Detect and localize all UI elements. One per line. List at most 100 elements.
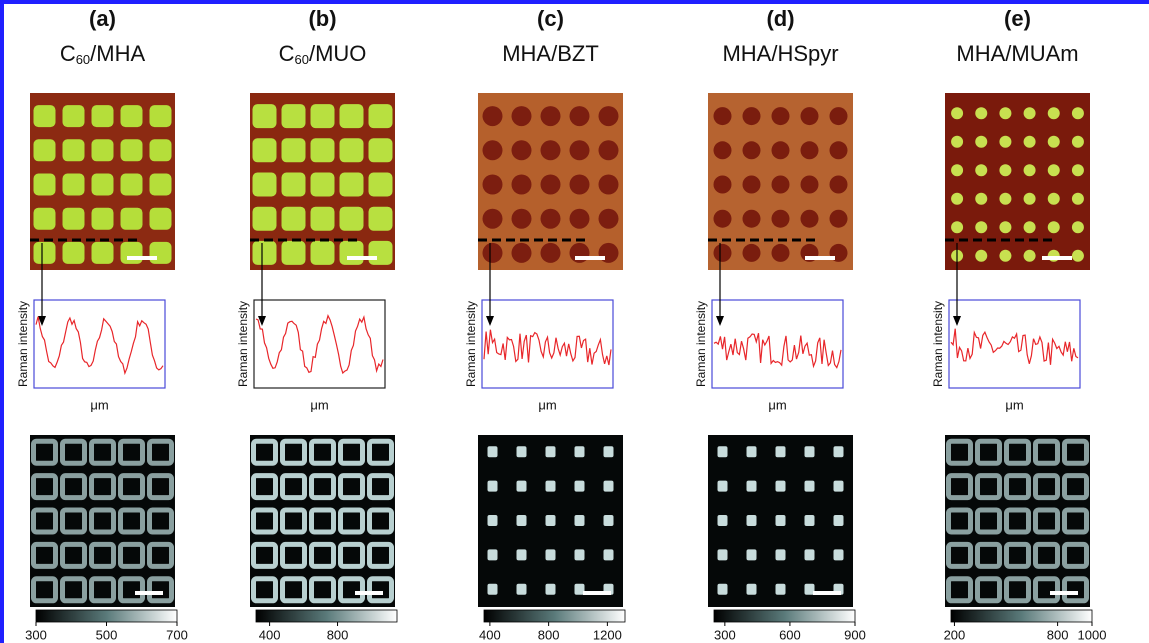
panel-title: C60/MUO bbox=[279, 41, 367, 68]
map-spot bbox=[805, 515, 815, 526]
image-dot bbox=[541, 209, 561, 229]
image-dot bbox=[512, 106, 532, 126]
image-dot bbox=[311, 207, 335, 231]
image-dot bbox=[63, 139, 85, 161]
image-dot bbox=[253, 207, 277, 231]
image-dot bbox=[772, 244, 790, 262]
map-spot bbox=[546, 446, 556, 457]
image-dot bbox=[1024, 164, 1036, 176]
image-dot bbox=[512, 209, 532, 229]
image-bg bbox=[945, 93, 1090, 270]
map-spot bbox=[517, 584, 527, 595]
map-spot bbox=[747, 481, 757, 492]
image-dot bbox=[34, 174, 56, 196]
image-dot bbox=[714, 210, 732, 228]
image-dot bbox=[599, 209, 619, 229]
profile-curve bbox=[714, 333, 841, 367]
colorbar-tick-label: 1200 bbox=[593, 627, 622, 642]
image-dot bbox=[714, 244, 732, 262]
image-dot bbox=[512, 243, 532, 263]
image-dot bbox=[369, 138, 393, 162]
image-dot bbox=[1072, 221, 1084, 233]
image-dot bbox=[92, 139, 114, 161]
image-dot bbox=[282, 207, 306, 231]
panel-title: MHA/HSpyr bbox=[722, 41, 838, 66]
image-dot bbox=[34, 105, 56, 127]
title-main: MHA/HSpyr bbox=[722, 41, 838, 66]
x-axis-label: μm bbox=[310, 397, 328, 412]
colorbar-tick-label: 800 bbox=[1047, 627, 1069, 642]
colorbar bbox=[714, 610, 855, 622]
image-dot bbox=[975, 136, 987, 148]
image-dot bbox=[369, 241, 393, 265]
image-dot bbox=[150, 242, 172, 264]
image-dot bbox=[714, 176, 732, 194]
image-dot bbox=[1048, 164, 1060, 176]
image-dot bbox=[772, 107, 790, 125]
optical-image bbox=[30, 93, 175, 270]
image-dot bbox=[714, 141, 732, 159]
image-dot bbox=[92, 105, 114, 127]
image-dot bbox=[1024, 136, 1036, 148]
image-dot bbox=[999, 136, 1011, 148]
map-spot bbox=[805, 481, 815, 492]
map-spot bbox=[575, 515, 585, 526]
image-dot bbox=[743, 244, 761, 262]
map-spot bbox=[805, 549, 815, 560]
image-dot bbox=[483, 243, 503, 263]
image-dot bbox=[311, 173, 335, 197]
y-axis-label: Raman intensity bbox=[16, 301, 30, 387]
image-dot bbox=[63, 242, 85, 264]
image-dot bbox=[369, 173, 393, 197]
image-dot bbox=[743, 107, 761, 125]
image-dot bbox=[999, 221, 1011, 233]
map-spot bbox=[776, 584, 786, 595]
arrow-head bbox=[486, 316, 494, 326]
map-spot bbox=[488, 515, 498, 526]
image-dot bbox=[951, 221, 963, 233]
image-dot bbox=[830, 141, 848, 159]
profile-box bbox=[949, 300, 1080, 388]
image-dot bbox=[121, 174, 143, 196]
y-axis-label: Raman intensity bbox=[694, 301, 708, 387]
image-dot bbox=[541, 243, 561, 263]
image-dot bbox=[830, 176, 848, 194]
image-dot bbox=[92, 174, 114, 196]
image-dot bbox=[340, 241, 364, 265]
map-spot bbox=[718, 446, 728, 457]
image-dot bbox=[1024, 221, 1036, 233]
map-spot bbox=[718, 515, 728, 526]
map-spot bbox=[747, 515, 757, 526]
map-spot bbox=[546, 481, 556, 492]
profile-curve bbox=[484, 330, 611, 365]
image-dot bbox=[951, 164, 963, 176]
map-spot bbox=[517, 446, 527, 457]
image-dot bbox=[1024, 250, 1036, 262]
colorbar bbox=[36, 610, 177, 622]
arrow-head bbox=[716, 316, 724, 326]
image-dot bbox=[743, 176, 761, 194]
colorbar-tick-label: 800 bbox=[538, 627, 560, 642]
image-dot bbox=[570, 106, 590, 126]
image-dot bbox=[150, 174, 172, 196]
image-dot bbox=[63, 174, 85, 196]
title-rest: /MHA bbox=[90, 41, 145, 66]
profile-box bbox=[254, 300, 385, 388]
profile-curve bbox=[256, 316, 383, 373]
image-dot bbox=[34, 208, 56, 230]
panel-label: (b) bbox=[308, 6, 336, 31]
image-dot bbox=[1072, 193, 1084, 205]
image-dot bbox=[975, 250, 987, 262]
image-dot bbox=[599, 106, 619, 126]
y-axis-label: Raman intensity bbox=[236, 301, 250, 387]
colorbar-tick-label: 800 bbox=[327, 627, 349, 642]
panel-title: MHA/BZT bbox=[502, 41, 599, 66]
image-dot bbox=[150, 105, 172, 127]
raman-map bbox=[708, 435, 853, 607]
image-dot bbox=[999, 250, 1011, 262]
image-dot bbox=[512, 140, 532, 160]
image-dot bbox=[743, 210, 761, 228]
figure: (a)C60/MHARaman intensityμm300500700(b)C… bbox=[0, 0, 1149, 643]
image-dot bbox=[801, 176, 819, 194]
colorbar-tick-label: 300 bbox=[714, 627, 736, 642]
